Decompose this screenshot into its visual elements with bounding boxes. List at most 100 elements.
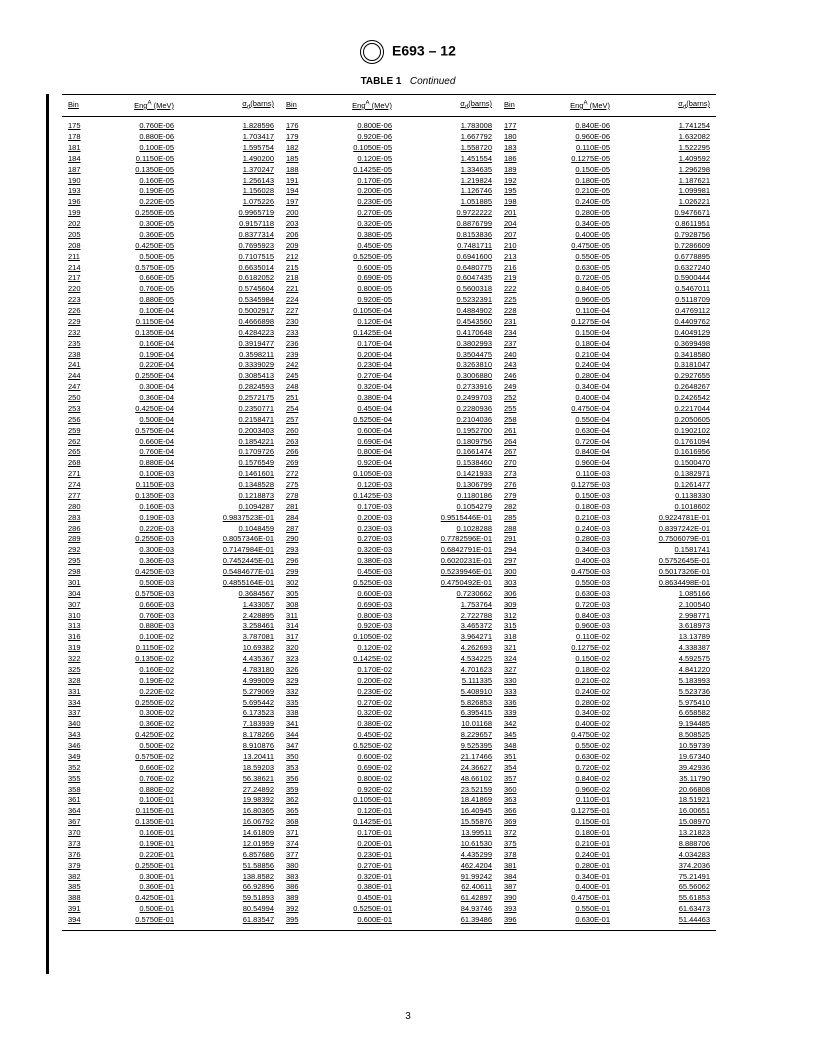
- cell: 340: [62, 719, 96, 730]
- cell: 256: [62, 415, 96, 426]
- cell: 12.01959: [180, 839, 280, 850]
- cell: 0.920E-04: [314, 458, 398, 469]
- cell: 0.1348528: [180, 480, 280, 491]
- cell: 0.1382971: [616, 469, 716, 480]
- cell: 287: [280, 524, 314, 535]
- cell: 0.1150E-02: [96, 643, 180, 654]
- cell: 0.1275E-04: [532, 317, 616, 328]
- table-row: 2470.300E-040.28245932480.320E-040.27339…: [62, 382, 716, 393]
- page-header: E693 – 12: [0, 40, 816, 64]
- cell: 258: [498, 415, 532, 426]
- cell: 260: [280, 426, 314, 437]
- cell: 0.320E-01: [314, 872, 398, 883]
- cell: 0.550E-04: [532, 415, 616, 426]
- cell: 0.280E-01: [532, 861, 616, 872]
- cell: 0.4750E-05: [532, 241, 616, 252]
- cell: 5.183993: [616, 676, 716, 687]
- cell: 359: [280, 785, 314, 796]
- cell: 0.1275E-02: [532, 643, 616, 654]
- cell: 0.690E-02: [314, 763, 398, 774]
- cell: 283: [62, 513, 96, 524]
- cell: 0.220E-01: [96, 850, 180, 861]
- cell: 0.5118709: [616, 295, 716, 306]
- cell: 0.190E-05: [96, 186, 180, 197]
- cell: 13.20411: [180, 752, 280, 763]
- cell: 325: [62, 665, 96, 676]
- cell: 365: [280, 806, 314, 817]
- cell: 0.1709726: [180, 447, 280, 458]
- cell: 0.220E-05: [96, 197, 180, 208]
- cell: 0.220E-04: [96, 360, 180, 371]
- cell: 0.280E-03: [532, 534, 616, 545]
- cell: 373: [62, 839, 96, 850]
- cell: 3.964271: [398, 632, 498, 643]
- cell: 65.56062: [616, 882, 716, 893]
- cell: 230: [280, 317, 314, 328]
- cell: 0.4250E-05: [96, 241, 180, 252]
- cell: 311: [280, 611, 314, 622]
- cell: 5.279069: [180, 687, 280, 698]
- table-row: 2680.880E-040.15765492690.920E-040.15384…: [62, 458, 716, 469]
- cell: 214: [62, 263, 96, 274]
- cell: 0.500E-01: [96, 904, 180, 915]
- cell: 0.170E-03: [314, 502, 398, 513]
- table-row: 2110.500E-050.71075152120.5250E-050.6941…: [62, 252, 716, 263]
- table-row: 3880.4250E-0159.518933890.450E-0161.4289…: [62, 893, 716, 904]
- cell: 251: [280, 393, 314, 404]
- cell: 364: [62, 806, 96, 817]
- cell: 0.240E-02: [532, 687, 616, 698]
- table-row: 1930.190E-051.1560281940.200E-051.126746…: [62, 186, 716, 197]
- table-row: 2140.5750E-050.66350142150.600E-050.6480…: [62, 263, 716, 274]
- table-row: 3010.500E-030.4855164E-013020.5250E-030.…: [62, 578, 716, 589]
- cell: 0.1661474: [398, 447, 498, 458]
- table-row: 2230.880E-050.53459842240.920E-050.52323…: [62, 295, 716, 306]
- cell: 18.41869: [398, 795, 498, 806]
- cell: 211: [62, 252, 96, 263]
- page: E693 – 12 TABLE 1 Continued Bin EngA (Me…: [0, 0, 816, 1056]
- cell: 1.490200: [180, 154, 280, 165]
- cell: 0.1048459: [180, 524, 280, 535]
- cell: 51.44463: [616, 915, 716, 930]
- cell: 0.800E-03: [314, 611, 398, 622]
- cell: 284: [280, 513, 314, 524]
- cell: 0.1350E-03: [96, 491, 180, 502]
- cell: 1.126746: [398, 186, 498, 197]
- cell: 4.338387: [616, 643, 716, 654]
- table-row: 3670.1350E-0116.067923680.1425E-0115.558…: [62, 817, 716, 828]
- cell: 1.156028: [180, 186, 280, 197]
- cell: 0.1150E-05: [96, 154, 180, 165]
- cell: 0.2050605: [616, 415, 716, 426]
- table-head: Bin EngA (MeV) σd(barns) Bin EngA (MeV) …: [62, 95, 716, 117]
- cell: 0.3006880: [398, 371, 498, 382]
- cell: 0.8876799: [398, 219, 498, 230]
- cell: 268: [62, 458, 96, 469]
- cell: 0.7452445E-01: [180, 556, 280, 567]
- cell: 200: [280, 208, 314, 219]
- cell: 1.753764: [398, 600, 498, 611]
- cell: 384: [498, 872, 532, 883]
- cell: 5.695442: [180, 698, 280, 709]
- table-row: 3190.1150E-0210.693823200.120E-024.26269…: [62, 643, 716, 654]
- cell: 0.1425E-05: [314, 165, 398, 176]
- cell: 0.190E-02: [96, 676, 180, 687]
- cell: 0.960E-05: [532, 295, 616, 306]
- cell: 249: [498, 382, 532, 393]
- table-row: 2560.500E-040.21584712570.5250E-040.2104…: [62, 415, 716, 426]
- cell: 226: [62, 306, 96, 317]
- cell: 0.230E-01: [314, 850, 398, 861]
- cell: 190: [62, 176, 96, 187]
- cell: 237: [498, 339, 532, 350]
- cell: 349: [62, 752, 96, 763]
- cell: 291: [498, 534, 532, 545]
- table-row: 3640.1150E-0116.803653650.120E-0116.4094…: [62, 806, 716, 817]
- cell: 1.026221: [616, 197, 716, 208]
- cell: 177: [498, 117, 532, 132]
- cell: 0.920E-03: [314, 621, 398, 632]
- table-row: 3910.500E-0180.549943920.5250E-0184.9374…: [62, 904, 716, 915]
- cell: 289: [62, 534, 96, 545]
- cell: 378: [498, 850, 532, 861]
- cell: 175: [62, 117, 96, 132]
- cell: 327: [498, 665, 532, 676]
- cell: 0.9965719: [180, 208, 280, 219]
- cell: 0.3263810: [398, 360, 498, 371]
